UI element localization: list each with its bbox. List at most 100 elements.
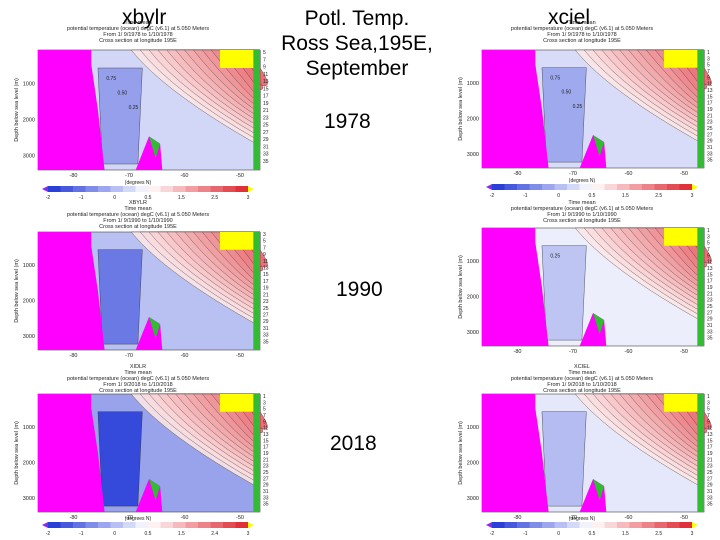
contour-level-label: 7 <box>707 69 710 75</box>
colorbar-high-arrow <box>692 522 698 528</box>
contour-level-label: 23 <box>707 464 713 470</box>
x-tick-label: -70 <box>569 515 577 521</box>
sea-ice-region <box>664 394 704 412</box>
year-label-1978: 1978 <box>324 110 371 133</box>
contour-level-label: 19 <box>263 451 269 457</box>
x-tick-label: -50 <box>680 171 688 177</box>
colorbar-swatch <box>629 184 643 190</box>
colorbar-high-arrow <box>248 522 254 528</box>
colorbar-swatch <box>173 186 186 192</box>
colorbar-swatch <box>592 522 605 528</box>
contour-level-label: 31 <box>263 144 269 150</box>
contour-level-label: 33 <box>263 152 269 158</box>
contour-level-label: 5 <box>707 241 710 247</box>
contour-level-label: 23 <box>707 120 713 126</box>
colorbar-swatch <box>60 186 74 192</box>
colorbar-low-arrow <box>486 522 492 528</box>
colorbar-swatch <box>123 522 136 528</box>
colorbar-swatch <box>173 522 186 528</box>
colorbar-swatch <box>110 522 124 528</box>
contour-level-label: 1 <box>707 50 710 56</box>
colorbar-tick-label: -2 <box>490 531 495 537</box>
x-tick-label: -50 <box>236 515 244 521</box>
y-tick-label: 2000 <box>467 460 479 466</box>
colorbar-tick-label: 0.5 <box>145 195 152 201</box>
contour-level-label: 27 <box>263 476 269 482</box>
colorbar-tick-label: 0.5 <box>145 531 152 537</box>
contour-level-label: 23 <box>263 115 269 121</box>
seafloor-green-shelf <box>593 478 605 501</box>
colorbar-swatch <box>554 522 568 528</box>
colorbar-tick-label: 0 <box>113 195 116 201</box>
contour-level-label: 13 <box>707 266 713 272</box>
plot-header-line: Time mean <box>124 20 151 26</box>
colorbar-tick-label: -1 <box>523 193 528 199</box>
contour-level-label: 17 <box>263 445 269 451</box>
contour-level-label: 35 <box>707 158 713 164</box>
contour-level-label: 19 <box>707 285 713 291</box>
colorbar-swatch <box>123 186 136 192</box>
seafloor-green-shelf <box>593 134 605 157</box>
colorbar-swatch <box>642 522 655 528</box>
plot-header-line: potential temperature (ocean) degC (v6.1… <box>67 26 209 32</box>
contour-level-label: 5 <box>707 63 710 69</box>
colorbar-swatch <box>210 522 224 528</box>
plot-header-line: potential temperature (ocean) degC (v6.1… <box>511 206 653 212</box>
colorbar-swatch <box>160 522 174 528</box>
seafloor-green-shelf <box>593 312 605 335</box>
plot-header-line: Time mean <box>568 200 595 206</box>
colorbar-swatch <box>567 184 580 190</box>
contour-level-label: 3 <box>263 232 266 238</box>
colorbar-tick-label: -1 <box>523 531 528 537</box>
y-tick-label: 1000 <box>23 82 35 88</box>
contour-label: 0.75 <box>550 76 560 82</box>
x-tick-label: -60 <box>181 353 189 359</box>
x-tick-label: -80 <box>70 173 78 179</box>
x-tick-label: -50 <box>236 353 244 359</box>
right-column-title: xciel <box>548 6 591 29</box>
colorbar-tick-label: 0 <box>557 531 560 537</box>
cold-water-core <box>97 67 143 165</box>
contour-level-label: 25 <box>263 306 269 312</box>
colorbar-swatch <box>85 186 99 192</box>
sea-ice-region <box>220 50 260 68</box>
plot-header-line: Time mean <box>124 206 151 212</box>
sea-ice-region <box>220 232 260 250</box>
y-axis-label: Depth below sea level (m) <box>14 259 20 323</box>
contour-level-label: 13 <box>707 88 713 94</box>
contour-level-label: 13 <box>263 432 269 438</box>
contour-level-label: 15 <box>263 438 269 444</box>
contour-level-label: 15 <box>263 272 269 278</box>
x-tick-label: -80 <box>70 353 78 359</box>
y-tick-label: 1000 <box>23 263 35 269</box>
contour-level-label: 19 <box>707 107 713 113</box>
main-title: Potl. Temp. Ross Sea,195E, September <box>262 6 452 81</box>
colorbar-swatch <box>592 184 605 190</box>
contour-level-label: 35 <box>263 339 269 345</box>
contour-level-label: 27 <box>707 476 713 482</box>
y-tick-label: 2000 <box>23 118 35 124</box>
sea-ice-region <box>220 394 260 412</box>
plot-header-line: potential temperature (ocean) degC (v6.1… <box>511 376 653 382</box>
x-tick-label: -80 <box>514 171 522 177</box>
contour-label: 0.25 <box>573 104 583 110</box>
colorbar-swatch <box>529 184 543 190</box>
contour-level-label: 11 <box>263 426 268 432</box>
contour-level-label: 1 <box>263 394 266 400</box>
contour-level-label: 21 <box>707 113 713 119</box>
contour-level-label: 31 <box>707 323 713 329</box>
right-edge-green <box>253 394 260 512</box>
colorbar-swatch <box>98 186 111 192</box>
colorbar-tick-label: 1.5 <box>622 531 629 537</box>
contour-level-label: 7 <box>707 247 710 253</box>
panel-xbylr-1990: XBYLR Time mean potential temperature (oce… <box>8 198 270 366</box>
y-tick-label: 3000 <box>467 152 479 158</box>
right-edge-green <box>697 228 704 346</box>
colorbar-tick-label: 3 <box>691 531 694 537</box>
colorbar-swatch <box>110 186 124 192</box>
panel-xciel-1978: Time mean potential temperature (ocean) d… <box>452 18 714 208</box>
colorbar-tick-label: -1 <box>79 531 84 537</box>
seafloor-green-shelf <box>149 136 161 158</box>
contour-level-label: 23 <box>263 299 269 305</box>
colorbar-swatch <box>223 522 236 528</box>
